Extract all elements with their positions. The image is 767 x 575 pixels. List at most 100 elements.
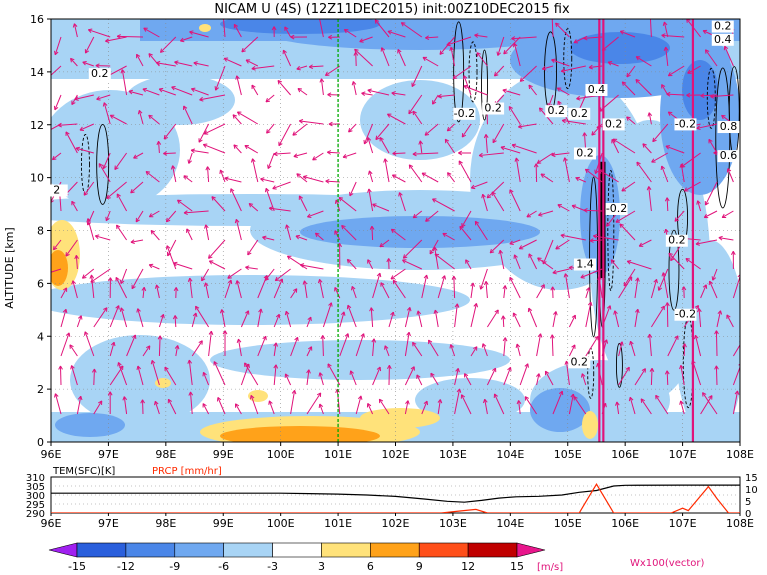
wind-vector (732, 363, 740, 386)
wind-vector (700, 395, 713, 415)
wind-vector (90, 268, 111, 283)
wind-vector (555, 239, 570, 250)
wind-vector (412, 151, 439, 157)
wind-vector (721, 210, 734, 219)
wind-vector (257, 335, 267, 357)
wind-vector (568, 344, 576, 357)
wind-vector (621, 81, 636, 96)
wind-vector (483, 134, 489, 154)
wind-vector (57, 122, 78, 128)
wind-vector (272, 181, 291, 190)
wind-vector (372, 366, 382, 386)
wind-vector (552, 311, 558, 328)
wind-vector (693, 334, 702, 357)
wind-vector (710, 94, 734, 99)
wind-vector (109, 341, 116, 357)
temperature-line (51, 484, 740, 503)
wind-vector (102, 152, 111, 170)
field-very-strong-negative-blobs (220, 19, 718, 120)
wind-vector (374, 19, 390, 38)
x-tick-label: 108E (726, 448, 754, 461)
contour-label: 0.2 (570, 107, 588, 120)
x-tick-label: 106E (611, 448, 639, 461)
wind-vector (502, 88, 521, 96)
contour-line (589, 176, 599, 338)
wind-vector (201, 268, 210, 282)
wind-vector (702, 392, 718, 415)
contour-label-background (674, 308, 697, 321)
wind-vector (667, 335, 679, 357)
wind-vector (295, 234, 308, 241)
wind-vector (612, 138, 636, 154)
wind-vector (328, 34, 340, 40)
wind-vector (629, 340, 636, 357)
wind-vector (355, 333, 365, 357)
wind-vector (203, 282, 210, 299)
surface-x-tick-label: 107E (669, 517, 697, 530)
wind-vector (290, 336, 299, 357)
wind-vector (245, 59, 259, 67)
wind-vector (190, 148, 209, 154)
wind-vector (306, 316, 312, 328)
wind-vector (634, 277, 640, 299)
wind-vector (515, 343, 521, 357)
wind-vector (140, 399, 145, 415)
field-positive-blobs (51, 24, 598, 442)
wind-vector (732, 341, 740, 357)
colorbar-tick-label: 12 (461, 560, 475, 573)
wind-vector (163, 151, 176, 156)
surface-gridlines (51, 485, 740, 505)
x-tick-label: 103E (439, 448, 467, 461)
wind-vector (460, 394, 472, 415)
wind-vector (367, 88, 390, 96)
wind-vector (461, 210, 472, 228)
colorbar-left-arrow (48, 542, 78, 558)
wind-vector (136, 53, 144, 67)
contour-labels: 0.22-0.2 0.2 0.2 0.20.40.20.2-0.20.40.2-0.2… (45, 20, 740, 369)
wind-vector (156, 60, 176, 67)
contour-label-background (568, 356, 591, 369)
y-tick-label: 4 (37, 330, 44, 343)
wind-vector (378, 398, 390, 415)
wind-vector (470, 346, 478, 357)
x-tick-label: 102E (382, 448, 410, 461)
wind-vector (70, 57, 78, 67)
wind-vector (351, 81, 357, 96)
wind-vector (496, 36, 505, 56)
temperature-tick-label: 300 (26, 491, 45, 502)
wind-vector (458, 150, 472, 156)
wind-vector (716, 310, 723, 328)
x-tick-label: 105E (554, 448, 582, 461)
wind-vector (486, 181, 505, 199)
wind-vector (402, 239, 423, 259)
wind-vector (412, 341, 423, 357)
wind-vector (187, 277, 193, 299)
wind-vector (173, 287, 179, 299)
wind-vector (105, 36, 127, 43)
wind-vector (618, 366, 630, 386)
surface-x-tick-label: 96E (41, 517, 62, 530)
wind-vector (232, 114, 242, 125)
wind-vector (649, 367, 655, 386)
wind-vector (72, 23, 78, 38)
wind-vector (284, 26, 292, 38)
wind-vector (560, 65, 586, 74)
wind-vector (70, 365, 78, 386)
wind-vector (493, 393, 505, 415)
wind-vector (392, 279, 406, 299)
wind-vector (208, 330, 214, 357)
wind-vector (299, 263, 324, 270)
wind-vector (519, 65, 537, 82)
wind-vector (518, 239, 537, 250)
contour-label: 0.2 (548, 104, 566, 117)
wind-vector (526, 210, 537, 218)
wind-vector (359, 36, 373, 43)
wind-vector (634, 368, 646, 386)
y-tick-label: 6 (37, 277, 44, 290)
wind-vector (348, 123, 357, 133)
wind-vector (723, 45, 734, 67)
wind-vector (681, 286, 687, 299)
wind-vector (122, 396, 128, 415)
wind-vector (211, 196, 226, 212)
